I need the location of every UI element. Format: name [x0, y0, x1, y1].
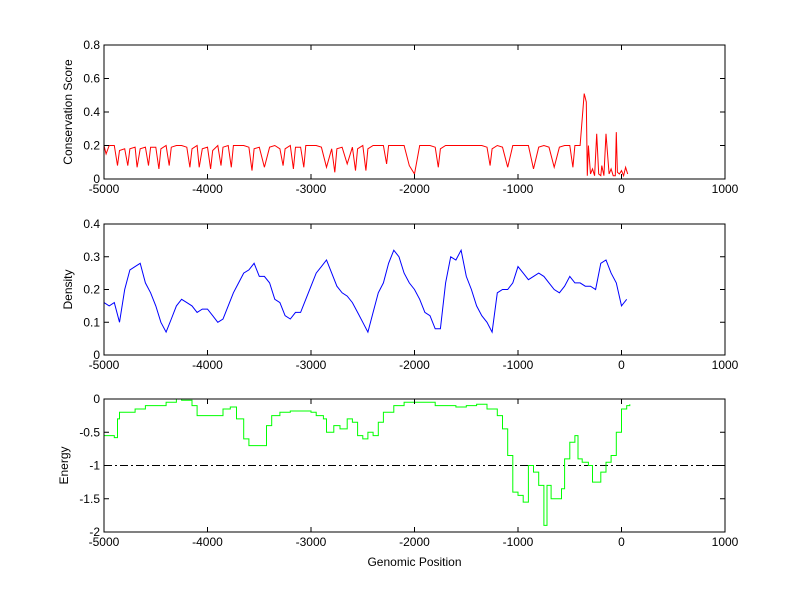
- y-tick-label: 0.2: [83, 283, 100, 297]
- x-tick-label: -5000: [89, 182, 120, 196]
- x-tick-label: -1000: [503, 182, 534, 196]
- y-tick-label: -2: [89, 525, 100, 539]
- subplot-2: -5000 -4000 -3000 -2000 -1000 0 1000 0 0.1 0.2 0.3…: [61, 217, 739, 372]
- y-tick-label: 0: [93, 348, 100, 362]
- series-line: [103, 248, 628, 334]
- x-tick-label: -2000: [399, 535, 430, 549]
- y-axis-label: Energy: [57, 446, 71, 484]
- x-tick-label: -1000: [503, 535, 534, 549]
- y-tick-label: 0.2: [83, 139, 100, 153]
- x-tick-label: 0: [618, 358, 625, 372]
- subplot-3: -5000 -4000 -3000 -2000 -1000 0 1000 -2 -1.5 -1 -0…: [57, 392, 739, 569]
- x-tick-label: -2000: [399, 182, 430, 196]
- y-tick-label: 0.4: [83, 217, 100, 231]
- x-tick-label: -4000: [192, 182, 223, 196]
- series-line: [104, 398, 631, 526]
- y-tick-label: 0: [93, 172, 100, 186]
- y-tick-label: -0.5: [79, 425, 100, 439]
- y-tick-label: 0.1: [83, 315, 100, 329]
- y-tick-label: -1: [89, 459, 100, 473]
- x-tick-label: 0: [618, 535, 625, 549]
- subplot-1: -5000 -4000 -3000 -2000 -1000 0 1000 0 0.2 0.4 0.6…: [61, 38, 739, 196]
- y-axis-label: Density: [61, 269, 75, 309]
- series-line: [103, 93, 629, 178]
- y-axis-label: Conservation Score: [61, 59, 75, 165]
- x-tick-label: -3000: [296, 535, 327, 549]
- x-tick-label: -5000: [89, 535, 120, 549]
- x-tick-label: -3000: [296, 358, 327, 372]
- x-tick-label: 1000: [712, 182, 739, 196]
- x-tick-label: -1000: [503, 358, 534, 372]
- y-tick-label: 0.6: [83, 72, 100, 86]
- y-tick-label: 0.3: [83, 250, 100, 264]
- y-tick-label: 0.8: [83, 38, 100, 52]
- x-tick-label: -4000: [192, 358, 223, 372]
- x-tick-label: -3000: [296, 182, 327, 196]
- y-tick-label: -1.5: [79, 492, 100, 506]
- x-tick-label: 1000: [712, 535, 739, 549]
- y-tick-label: 0: [93, 392, 100, 406]
- x-tick-label: -5000: [89, 358, 120, 372]
- x-tick-label: -4000: [192, 535, 223, 549]
- x-tick-label: -2000: [399, 358, 430, 372]
- x-axis-label: Genomic Position: [367, 555, 461, 569]
- y-tick-label: 0.4: [83, 105, 100, 119]
- x-tick-label: 0: [618, 182, 625, 196]
- x-tick-label: 1000: [712, 358, 739, 372]
